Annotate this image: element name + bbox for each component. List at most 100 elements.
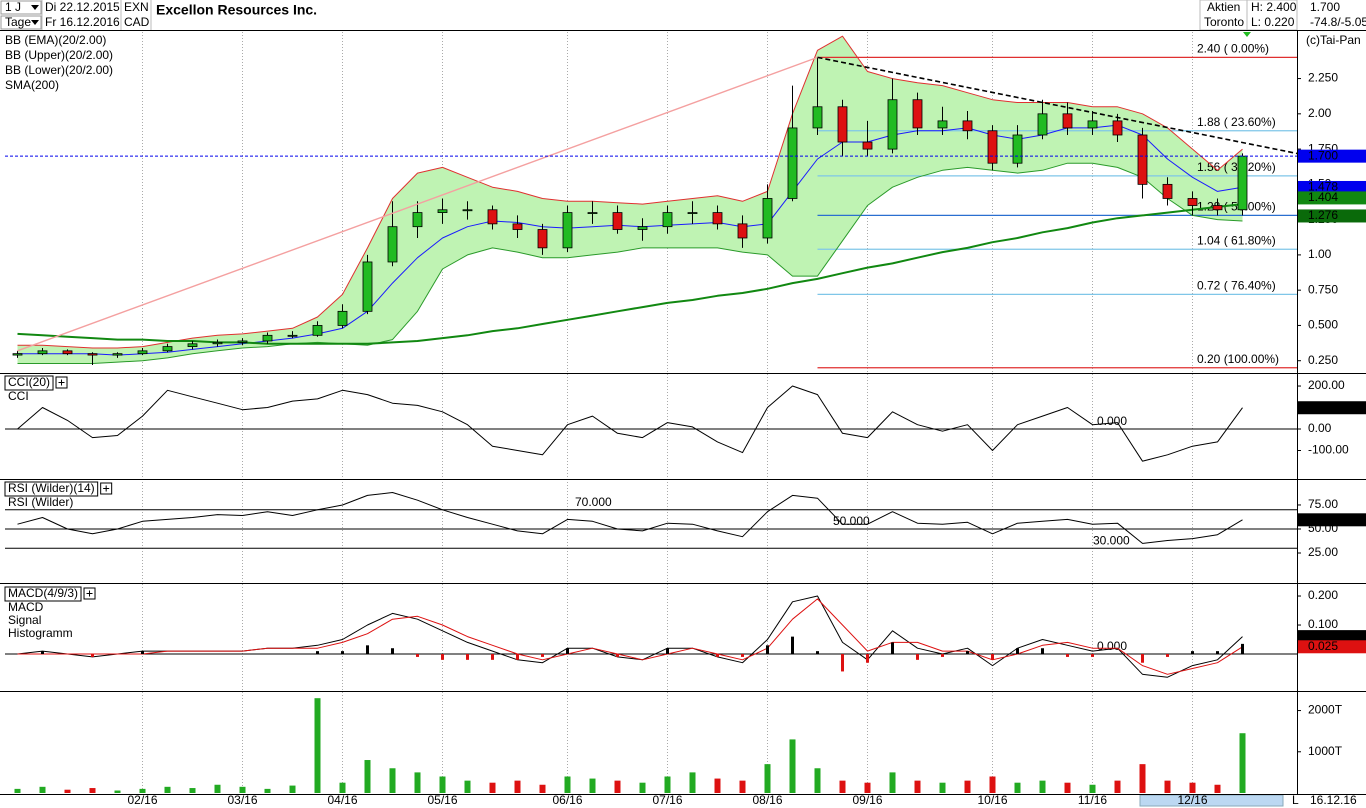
- y-tick-label: 1000T: [1308, 744, 1343, 758]
- candle-body: [1037, 113, 1048, 136]
- candle-body: [1237, 155, 1248, 211]
- candle-body: [337, 310, 348, 326]
- candle-body: [837, 106, 848, 143]
- histogram-bar: [766, 645, 769, 655]
- bollinger-band: [1167, 127, 1193, 216]
- candle-body: [437, 209, 448, 213]
- x-tick-label: 05/16: [427, 793, 457, 807]
- candle-body: [1212, 205, 1223, 211]
- x-tick-label: 09/16: [852, 793, 882, 807]
- security-kind: Aktien: [1207, 0, 1240, 14]
- value-tag-label: 59.55: [1308, 512, 1338, 526]
- end-date: 16.12.16: [1310, 793, 1357, 807]
- panel-title: MACD(4/9/3): [8, 586, 78, 600]
- histogram-bar: [791, 636, 794, 655]
- candle-body: [1112, 120, 1123, 136]
- scrollbar[interactable]: [1139, 794, 1284, 807]
- histogram-bar: [491, 654, 494, 660]
- volume-bar: [189, 788, 196, 793]
- histogram-bar: [41, 651, 44, 655]
- candle-body: [287, 334, 298, 337]
- candle-body: [162, 346, 173, 352]
- bollinger-band: [842, 36, 868, 241]
- fib-label: 1.56 ( 38.20%): [1197, 160, 1276, 174]
- histogram-bar: [816, 651, 819, 655]
- value-tag: [1298, 401, 1366, 415]
- bollinger-band: [1092, 106, 1118, 168]
- volume-bar: [539, 784, 546, 793]
- legend-entry: MACD: [8, 600, 44, 614]
- legend-entry: SMA(200): [5, 78, 59, 92]
- legend-entry: Signal: [8, 613, 41, 627]
- candle-body: [487, 209, 498, 225]
- volume-bar: [964, 780, 971, 793]
- candle-body: [262, 334, 273, 342]
- bollinger-band: [67, 346, 93, 364]
- volume-bar: [589, 778, 596, 793]
- volume-bar: [1089, 784, 1096, 793]
- volume-bar: [514, 780, 521, 793]
- volume-bar: [414, 772, 421, 793]
- fib-label: 1.28 ( 50.00%): [1197, 200, 1276, 214]
- candle-body: [862, 141, 873, 150]
- volume-bar: [1214, 784, 1221, 793]
- volume-bar: [614, 780, 621, 793]
- candle-body: [112, 353, 123, 356]
- candle-body: [1187, 198, 1198, 206]
- bollinger-band: [417, 167, 443, 312]
- histogram-bar: [966, 651, 969, 655]
- value-tag: [1298, 191, 1366, 205]
- candle-body: [987, 130, 998, 164]
- volume-bar: [314, 698, 321, 793]
- histogram-bar: [341, 651, 344, 655]
- candle-body: [1162, 183, 1173, 199]
- legend-entry: Histogramm: [8, 626, 73, 640]
- x-tick-label: 06/16: [552, 793, 582, 807]
- volume-bar: [439, 776, 446, 793]
- change: -74.8/-5.05: [1310, 15, 1366, 29]
- last-price: 1.700: [1310, 0, 1340, 14]
- y-tick-label: 0.500: [1308, 318, 1338, 332]
- candle-body: [887, 99, 898, 150]
- volume-bar: [664, 776, 671, 793]
- value-tag-label: 1.404: [1308, 190, 1338, 204]
- security-name: Excellon Resources Inc.: [156, 2, 317, 18]
- histogram-bar: [741, 654, 744, 657]
- period-box[interactable]: [0, 0, 42, 15]
- reference-label: 0.000: [1097, 414, 1127, 428]
- bollinger-band: [542, 198, 568, 258]
- y-tick-label: 2000T: [1308, 703, 1343, 717]
- bollinger-band: [492, 187, 518, 253]
- volume-bar: [14, 788, 21, 793]
- trendline: [817, 56, 1297, 155]
- volume-bar: [564, 776, 571, 793]
- series-line: [17, 35, 1243, 349]
- x-tick-label: 10/16: [977, 793, 1007, 807]
- reference-label: 70.000: [575, 495, 612, 509]
- volume-bar: [1014, 782, 1021, 793]
- histogram-bar: [1016, 648, 1019, 655]
- volume-bar: [689, 772, 696, 793]
- histogram-bar: [1241, 643, 1244, 655]
- fib-label: 1.04 ( 61.80%): [1197, 233, 1276, 247]
- value-tag-label: 0.060: [1308, 629, 1338, 643]
- bollinger-band: [142, 342, 168, 361]
- panel-expand-icon: [86, 590, 93, 597]
- histogram-bar: [991, 654, 994, 660]
- panel-title-box: [4, 586, 82, 602]
- bollinger-band: [667, 198, 693, 248]
- volume-bar: [64, 789, 71, 793]
- period: 1 J: [5, 0, 21, 14]
- volume-bar: [814, 768, 821, 793]
- histogram-bar: [1191, 651, 1194, 655]
- reference-label: 0.000: [1097, 639, 1127, 653]
- bollinger-band: [792, 50, 818, 277]
- bollinger-band: [42, 345, 68, 364]
- unit-box[interactable]: [0, 15, 42, 30]
- bollinger-band: [942, 85, 968, 171]
- value-tag: [1298, 149, 1366, 163]
- candle-body: [412, 212, 423, 228]
- scroll-mode[interactable]: L: [1292, 793, 1299, 807]
